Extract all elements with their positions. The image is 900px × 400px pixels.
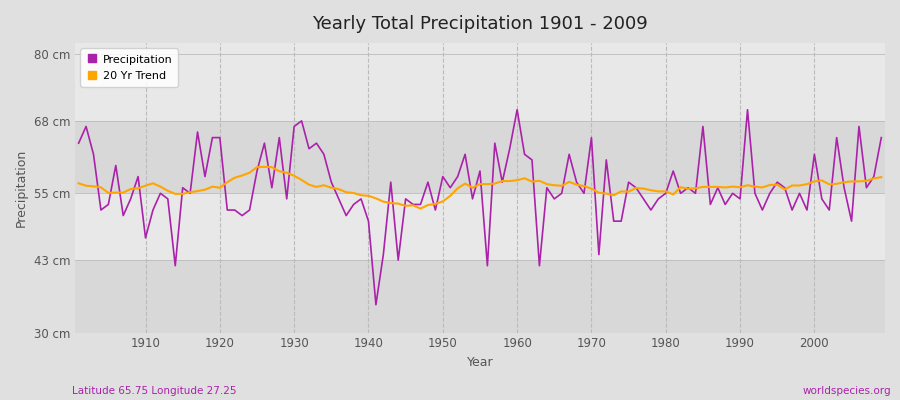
Bar	[75, 260, 885, 332]
Bar	[75, 193, 885, 260]
Bar	[75, 121, 885, 193]
Y-axis label: Precipitation: Precipitation	[15, 149, 28, 227]
X-axis label: Year: Year	[466, 356, 493, 369]
Title: Yearly Total Precipitation 1901 - 2009: Yearly Total Precipitation 1901 - 2009	[312, 15, 648, 33]
Bar	[75, 54, 885, 121]
Legend: Precipitation, 20 Yr Trend: Precipitation, 20 Yr Trend	[80, 48, 178, 87]
Text: worldspecies.org: worldspecies.org	[803, 386, 891, 396]
Text: Latitude 65.75 Longitude 27.25: Latitude 65.75 Longitude 27.25	[72, 386, 237, 396]
